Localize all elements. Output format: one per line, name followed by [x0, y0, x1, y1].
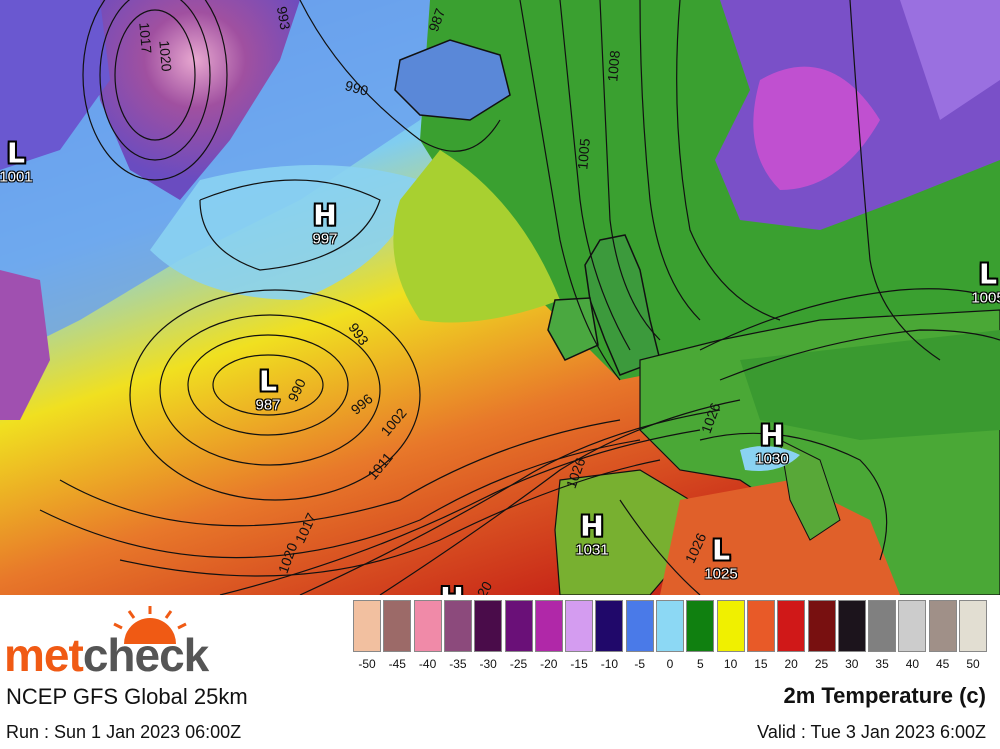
- low-pressure-marker: L: [979, 257, 997, 291]
- temperature-field: [0, 0, 1000, 595]
- high-pressure-marker: H: [580, 509, 604, 543]
- legend-label: 25: [814, 657, 829, 671]
- weather-map: L 1001 H 997 L 987 H 1030 H 1031 L 1025 …: [0, 0, 1000, 595]
- legend-swatch: [383, 600, 412, 652]
- legend-label: 5: [696, 657, 704, 671]
- legend-swatch: [625, 600, 654, 652]
- legend-label: -5: [634, 657, 646, 671]
- legend-swatch: [353, 600, 381, 652]
- pressure-system: H 1030: [755, 418, 789, 468]
- sun-icon: [113, 606, 187, 644]
- model-name: NCEP GFS Global 25km: [6, 684, 248, 709]
- legend-swatch: [656, 600, 684, 652]
- legend-label: 30: [845, 657, 859, 671]
- legend-label: -45: [388, 657, 406, 671]
- metcheck-logo: metcheck: [4, 606, 229, 681]
- pressure-system: L 987: [255, 364, 281, 414]
- legend-label: -35: [449, 657, 467, 671]
- high-pressure-marker: H: [440, 584, 463, 596]
- legend-label: 50: [966, 657, 980, 671]
- legend-swatch: [565, 600, 594, 652]
- legend-swatch: [898, 600, 927, 652]
- chart-title: 2m Temperature (c): [783, 683, 986, 708]
- isobar-label: 1020: [156, 39, 175, 73]
- legend-label: -15: [570, 657, 588, 671]
- pressure-value: 997: [312, 230, 338, 248]
- pressure-value: 1001: [0, 168, 33, 186]
- isobar-label: 1008: [604, 49, 623, 83]
- isobar-label: 1017: [136, 21, 155, 55]
- legend-swatch: [716, 600, 745, 652]
- legend-label: -10: [600, 657, 619, 671]
- brand-wordmark: metcheck: [4, 628, 209, 682]
- legend-swatch: [504, 600, 533, 652]
- pressure-system: H: [440, 584, 463, 596]
- color-legend: -50 -45 -40 -35 -30 -25 -20 -15 -10 -5 0 5 10 15 20 25 3…: [353, 600, 993, 671]
- pressure-system: L 1001: [0, 136, 33, 186]
- pressure-system: L 1025: [704, 533, 738, 583]
- legend-swatch: [928, 600, 957, 652]
- brand-met: met: [4, 629, 84, 681]
- legend-label: 45: [936, 657, 950, 671]
- legend-swatch: [959, 600, 987, 652]
- legend-swatch: [474, 600, 503, 652]
- run-time: Run : Sun 1 Jan 2023 06:00Z: [6, 722, 242, 742]
- legend-label: -50: [358, 657, 376, 671]
- legend-label: -40: [418, 657, 437, 671]
- pressure-value: 1030: [755, 450, 789, 468]
- legend-label: 10: [723, 657, 738, 671]
- pressure-system: H 997: [312, 198, 338, 248]
- legend-label: -20: [540, 657, 558, 671]
- pressure-value: 1025: [704, 565, 738, 583]
- legend-swatch: [595, 600, 624, 652]
- legend-swatch: [807, 600, 836, 652]
- pressure-value: 987: [255, 396, 281, 414]
- low-pressure-marker: L: [259, 364, 277, 398]
- legend-swatch: [686, 600, 715, 652]
- isobar-label: 1005: [574, 137, 593, 171]
- high-pressure-marker: H: [760, 418, 784, 452]
- pressure-value: 1031: [575, 541, 609, 559]
- valid-time: Valid : Tue 3 Jan 2023 6:00Z: [757, 722, 986, 742]
- legend-label: 15: [754, 657, 768, 671]
- low-pressure-marker: L: [712, 533, 730, 567]
- pressure-system: L 1005: [971, 257, 1000, 307]
- legend-label: 0: [666, 657, 674, 671]
- pressure-system: H 1031: [575, 509, 609, 559]
- legend-label: 35: [875, 657, 889, 671]
- legend-label: -30: [479, 657, 497, 671]
- low-pressure-marker: L: [7, 136, 25, 170]
- legend-swatch: [534, 600, 563, 652]
- pressure-value: 1005: [971, 289, 1000, 307]
- legend-swatch: [837, 600, 866, 652]
- legend-label: 20: [784, 657, 798, 671]
- legend-label: 40: [905, 657, 920, 671]
- high-pressure-marker: H: [313, 198, 337, 232]
- legend-label: -25: [509, 657, 528, 671]
- legend-swatch: [777, 600, 806, 652]
- legend-swatch: [443, 600, 472, 652]
- legend-swatch: [746, 600, 775, 652]
- legend-swatch: [413, 600, 442, 652]
- legend-swatch: [868, 600, 897, 652]
- brand-check: check: [82, 629, 209, 681]
